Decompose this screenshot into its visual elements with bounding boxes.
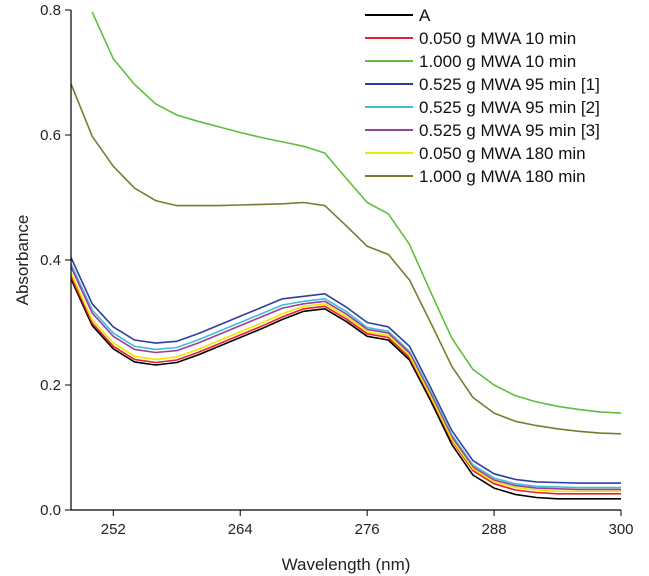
legend-label: A	[419, 6, 431, 25]
series-line-2	[70, 275, 621, 495]
x-tick-label: 288	[482, 521, 507, 538]
x-tick-label: 264	[228, 521, 253, 538]
y-tick-label: 0.4	[40, 252, 61, 269]
y-tick-label: 0.6	[40, 127, 61, 144]
y-tick-label: 0.2	[40, 377, 61, 394]
legend-label: 0.050 g MWA 180 min	[419, 144, 586, 163]
y-axis-title: Absorbance	[13, 215, 32, 306]
legend: A 0.050 g MWA 10 min 1.000 g MWA 10 min 0.5…	[365, 6, 600, 186]
ticks-group: 252 264 276 288 300 0.0 0.2 0.4 0.6 0.8	[40, 2, 633, 538]
x-axis-title: Wavelength (nm)	[282, 555, 411, 574]
legend-label: 1.000 g MWA 180 min	[419, 167, 586, 186]
legend-label: 0.525 g MWA 95 min [2]	[419, 98, 600, 117]
series-line-7	[70, 272, 621, 493]
y-tick-label: 0.8	[40, 2, 61, 19]
series-line-5	[70, 263, 621, 489]
series-line-3	[91, 11, 622, 414]
series-line-8	[70, 83, 622, 435]
x-tick-label: 300	[608, 521, 633, 538]
legend-label: 1.000 g MWA 10 min	[419, 52, 576, 71]
plot-series-group	[70, 11, 622, 500]
x-tick-label: 276	[355, 521, 380, 538]
series-line-6	[70, 266, 621, 491]
series-line-4	[70, 257, 621, 484]
x-tick-label: 252	[101, 521, 126, 538]
series-line-1	[70, 278, 621, 500]
legend-label: 0.525 g MWA 95 min [3]	[419, 121, 600, 140]
legend-label: 0.050 g MWA 10 min	[419, 29, 576, 48]
legend-label: 0.525 g MWA 95 min [1]	[419, 75, 600, 94]
y-tick-label: 0.0	[40, 502, 61, 519]
